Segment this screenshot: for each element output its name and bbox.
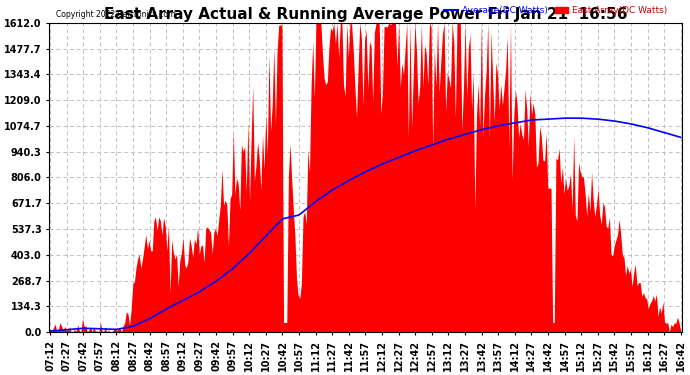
Text: Copyright 2022 Cartronics.com: Copyright 2022 Cartronics.com [56,10,175,20]
Legend: Average(DC Watts), East Array(DC Watts): Average(DC Watts), East Array(DC Watts) [441,3,671,19]
Title: East Array Actual & Running Average Power Fri Jan 21  16:56: East Array Actual & Running Average Powe… [104,7,627,22]
